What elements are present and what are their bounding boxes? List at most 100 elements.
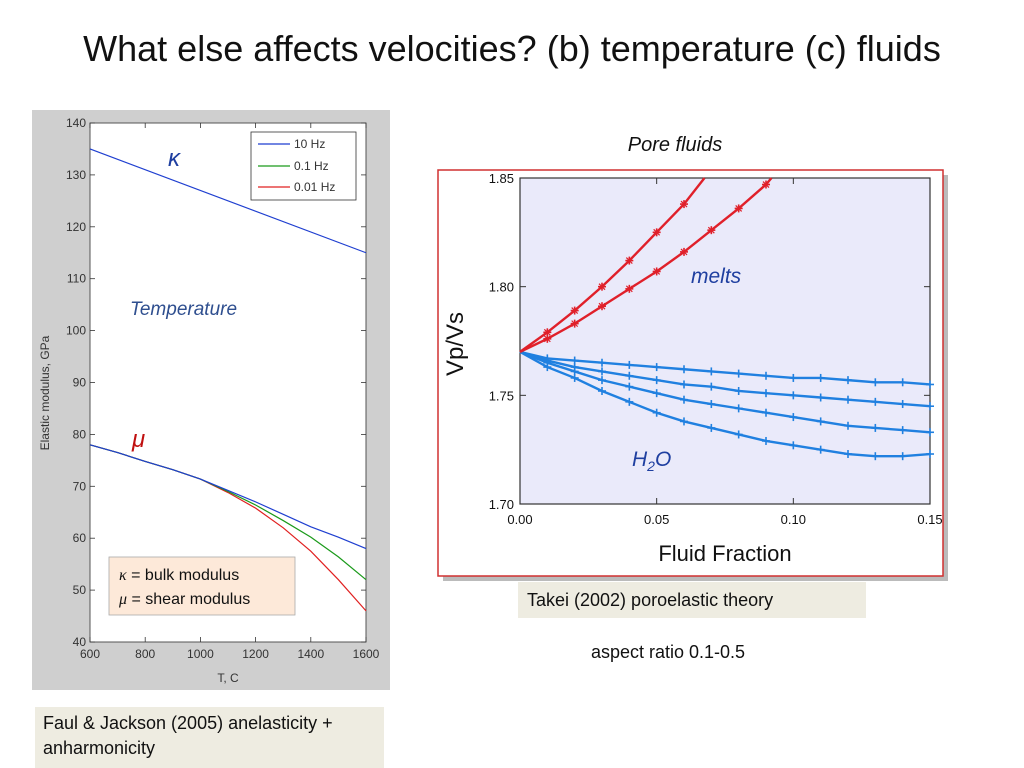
water-series-line [519, 350, 931, 434]
left-y-tick-label: 100 [66, 324, 86, 338]
melt-series-marker [625, 284, 634, 293]
water-series-marker [816, 373, 825, 382]
water-series-marker [762, 389, 770, 398]
left-legend: 10 Hz 0.1 Hz 0.01 Hz [250, 131, 357, 201]
water-series-marker [898, 378, 907, 387]
water-series-line [519, 350, 931, 386]
left-x-tick-label: 1200 [242, 647, 269, 661]
water-series-marker [844, 376, 852, 385]
right-x-tick-label: 0.15 [917, 512, 942, 527]
water-series-marker [789, 413, 798, 422]
melt-series-marker [707, 226, 716, 235]
melt-series-marker [543, 334, 552, 343]
water-series-marker [789, 441, 798, 450]
left-y-tick-label: 120 [66, 220, 86, 234]
right-y-tick-label: 1.70 [489, 497, 514, 512]
slide-title: What else affects velocities? (b) temper… [83, 28, 941, 69]
legend-001hz: 0.01 Hz [294, 180, 335, 194]
water-series-marker [625, 360, 634, 369]
water-series-marker [871, 378, 880, 387]
left-y-tick-label: 110 [67, 272, 86, 286]
water-series-marker [598, 386, 606, 395]
water-series-marker [598, 358, 606, 367]
water-series-marker [762, 408, 770, 417]
water-series-marker [844, 395, 852, 404]
right-x-tick-label: 0.10 [781, 512, 806, 527]
melt-series-marker [570, 319, 579, 328]
water-series-marker [734, 369, 743, 378]
left-x-tick-label: 1000 [187, 647, 214, 661]
water-series-marker [680, 417, 688, 426]
water-series-marker [816, 445, 825, 454]
water-series-marker [680, 365, 688, 374]
water-series-marker [816, 417, 825, 426]
water-series-marker [898, 426, 907, 435]
box-mu-text: = shear modulus [127, 591, 250, 608]
modulus-legend-box: κ = bulk modulus μ = shear modulus [108, 556, 296, 616]
h2o-end: O [655, 448, 671, 471]
right-x-tick-label: 0.05 [644, 512, 669, 527]
left-x-tick-label: 800 [135, 647, 155, 661]
left-caption: Faul & Jackson (2005) anelasticity + anh… [35, 707, 384, 768]
left-y-axis-label: Elastic modulus, GPa [38, 335, 52, 450]
left-y-tick-label: 60 [73, 531, 87, 545]
water-series-marker [734, 430, 743, 439]
vpvs-chart: 1.701.751.801.85 0.00 0.05 0.10 0.15 Vp/Vs … [437, 169, 948, 581]
water-series-marker [652, 376, 661, 385]
water-series-marker [871, 452, 880, 461]
box-mu-symbol: μ [118, 591, 127, 608]
water-series-marker [734, 386, 743, 395]
svg-text:κ = bulk modulus: κ = bulk modulus [119, 567, 239, 584]
water-series-marker [844, 450, 852, 459]
right-plot-area [519, 177, 931, 505]
water-series-marker [652, 363, 661, 372]
water-series-marker [652, 389, 661, 398]
melt-series-marker [762, 180, 770, 189]
right-x-axis-label: Fluid Fraction [658, 541, 791, 566]
right-y-axis-label: Vp/Vs [442, 312, 469, 376]
water-series-marker [707, 367, 716, 376]
melt-series-marker [598, 302, 606, 311]
water-series-marker [707, 400, 716, 409]
left-x-tick-label: 1400 [297, 647, 324, 661]
right-y-tick-label: 1.80 [489, 280, 514, 295]
h2o-sub: 2 [646, 458, 655, 474]
water-series-marker [598, 367, 606, 376]
svg-text:μ = shear modulus: μ = shear modulus [118, 591, 250, 608]
water-series-line [519, 350, 931, 458]
water-series-marker [871, 423, 880, 432]
water-series-marker [570, 373, 579, 382]
aspect-ratio-text: aspect ratio 0.1-0.5 [590, 642, 746, 662]
box-kappa-text: = bulk modulus [127, 567, 240, 584]
melt-series-marker [598, 282, 606, 291]
left-y-tick-label: 130 [66, 168, 86, 182]
temperature-label: Temperature [130, 299, 237, 320]
water-series-marker [762, 371, 770, 380]
water-series-marker [625, 397, 634, 406]
water-series-marker [898, 452, 907, 461]
water-series-marker [789, 391, 798, 400]
melts-label: melts [691, 265, 742, 288]
water-series-marker [625, 382, 634, 391]
right-caption: Takei (2002) poroelastic theory [518, 582, 866, 618]
water-series-marker [680, 395, 688, 404]
water-series-marker [926, 402, 934, 411]
water-series-marker [680, 380, 688, 389]
water-series-marker [871, 397, 880, 406]
right-y-tick-label: 1.85 [489, 171, 514, 186]
melt-series-marker [680, 247, 688, 256]
pore-fluids-label: Pore fluids [627, 134, 723, 156]
left-y-tick-label: 70 [73, 479, 87, 493]
melt-series-line [519, 177, 706, 353]
water-series-marker [734, 404, 743, 413]
legend-10hz: 10 Hz [294, 137, 325, 151]
h2o-label: H2O [632, 448, 671, 474]
water-series-line [519, 350, 931, 408]
melt-series-marker [570, 306, 579, 315]
mu-series-line [89, 444, 367, 550]
left-x-tick-label: 1600 [353, 647, 380, 661]
elastic-modulus-chart: 40 50 60 70 80 90 100 110 120 130 140 600 800 1000 12… [38, 116, 380, 685]
left-plot-area [89, 122, 367, 643]
left-x-tick-label: 600 [80, 647, 100, 661]
water-series-marker [707, 382, 716, 391]
